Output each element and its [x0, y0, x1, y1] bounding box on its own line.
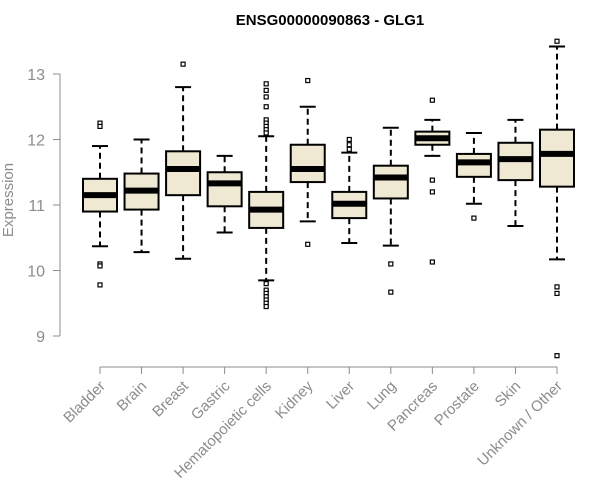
chart-title: ENSG00000090863 - GLG1	[236, 12, 424, 29]
iqr-box	[165, 150, 202, 197]
outlier-point	[97, 282, 103, 288]
outlier-point	[263, 281, 269, 287]
outlier-point	[305, 77, 311, 84]
outlier-point	[346, 136, 352, 143]
outlier-point	[429, 189, 435, 195]
x-tick-label: Kidney	[272, 377, 317, 422]
y-tick-label: 11	[28, 198, 45, 215]
box-pancreas	[414, 97, 451, 265]
outlier-point	[388, 261, 394, 267]
x-tick-label: Brain	[114, 378, 151, 415]
y-tick-label: 12	[27, 133, 45, 150]
box-brain	[123, 138, 160, 254]
y-tick-label: 13	[27, 67, 45, 84]
box-skin	[497, 118, 534, 227]
box-unknown-other	[539, 38, 575, 359]
outlier-point	[263, 130, 269, 136]
x-tick-label: Lung	[364, 378, 400, 414]
outlier-point	[263, 303, 269, 310]
outlier-point	[554, 38, 560, 44]
box-bladder	[82, 120, 118, 288]
outlier-point	[346, 142, 352, 148]
box-hematopoietic-cells	[248, 81, 285, 310]
outlier-point	[429, 97, 435, 103]
box-gastric	[206, 154, 243, 234]
box-lung	[372, 126, 409, 295]
outlier-point	[471, 215, 477, 221]
x-tick-label: Prostate	[431, 378, 483, 430]
y-axis: 9 10 11 12 13	[27, 67, 61, 346]
outlier-point	[263, 81, 269, 87]
iqr-box	[539, 128, 575, 188]
x-tick-label: Liver	[323, 378, 358, 413]
outlier-point	[554, 290, 560, 297]
outlier-point	[263, 94, 269, 100]
outlier-point	[429, 177, 435, 183]
y-tick-label: 10	[27, 264, 45, 281]
outlier-point	[554, 353, 560, 359]
outlier-point	[388, 289, 394, 295]
outlier-point	[263, 87, 269, 93]
outlier-point	[305, 241, 311, 247]
box-prostate	[455, 131, 492, 221]
x-tick-label: Skin	[492, 378, 525, 411]
x-tick-label: Bladder	[60, 378, 109, 427]
iqr-box	[206, 171, 243, 208]
y-tick-label: 9	[36, 329, 45, 346]
iqr-box	[289, 143, 326, 184]
outlier-point	[180, 61, 186, 67]
y-axis-label: Expression	[0, 163, 17, 237]
outlier-point	[429, 259, 435, 265]
box-liver	[331, 136, 368, 244]
box-breast	[165, 61, 202, 260]
iqr-box	[372, 164, 409, 200]
outlier-point	[346, 146, 352, 152]
x-tick-label: Breast	[149, 377, 192, 420]
outlier-point	[554, 284, 560, 290]
boxes-layer	[82, 38, 575, 359]
box-kidney	[289, 77, 326, 247]
outlier-point	[97, 123, 103, 130]
outlier-point	[97, 263, 103, 269]
outlier-point	[263, 104, 269, 110]
